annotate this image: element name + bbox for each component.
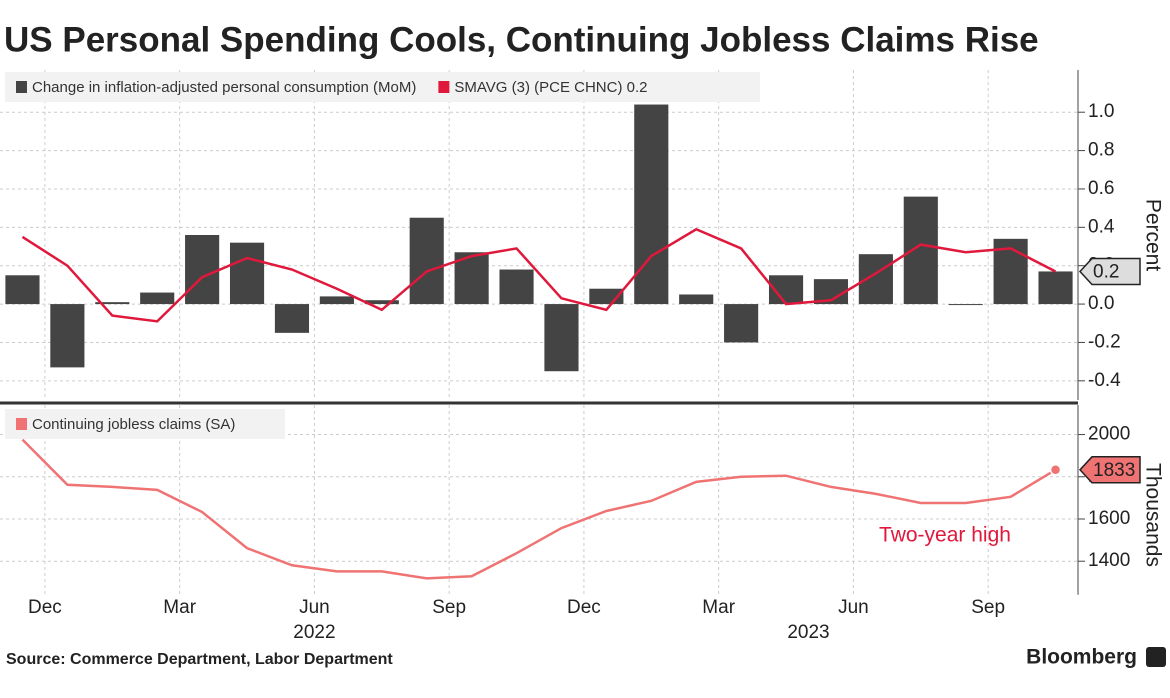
brand-icon <box>1146 647 1166 667</box>
bar <box>5 275 40 305</box>
y-tick-label: 0.0 <box>1088 293 1114 314</box>
bar <box>679 294 714 305</box>
x-tick-label: Jun <box>299 597 330 618</box>
chart-title: US Personal Spending Cools, Continuing J… <box>4 20 1039 59</box>
legend-swatch <box>16 418 27 430</box>
bar <box>724 304 759 343</box>
x-tick-label: Jun <box>838 597 869 618</box>
bar <box>140 292 175 305</box>
bar <box>544 304 579 372</box>
value-tag <box>1078 257 1141 286</box>
x-tick-label: Sep <box>971 597 1005 618</box>
y-tick-label: 0.8 <box>1088 140 1114 161</box>
bar <box>185 235 220 305</box>
bar <box>903 196 938 305</box>
bar <box>319 296 354 305</box>
value-tag <box>1078 456 1141 484</box>
value-label: 1833 <box>1093 460 1135 481</box>
y-tick-label: -0.4 <box>1088 370 1121 391</box>
bar <box>364 300 399 305</box>
bar <box>634 104 669 305</box>
legend-label: Continuing jobless claims (SA) <box>32 416 235 433</box>
brand: Bloomberg <box>1026 646 1137 669</box>
y-tick-label: 1600 <box>1088 508 1130 529</box>
value-label: 0.2 <box>1093 261 1119 282</box>
line <box>21 227 1057 323</box>
bar <box>274 304 310 333</box>
x-tick-label: Sep <box>432 597 466 618</box>
line <box>21 438 1057 580</box>
y-tick-label: 0.6 <box>1088 178 1114 199</box>
x-group-label: 2022 <box>293 622 335 643</box>
bar <box>50 304 85 368</box>
x-tick-label: Dec <box>567 597 601 618</box>
bar <box>95 302 130 305</box>
bar <box>948 304 983 306</box>
y-tick-label: 0.4 <box>1088 216 1115 237</box>
legend-label: Change in inflation-adjusted personal co… <box>32 79 416 96</box>
x-group-label: 2023 <box>787 622 829 643</box>
source: Source: Commerce Department, Labor Depar… <box>6 651 393 668</box>
bar <box>499 269 534 305</box>
y-tick-label: -0.2 <box>1088 331 1121 352</box>
bar <box>229 242 265 305</box>
end-dot <box>1049 464 1062 476</box>
annotation: Two-year high <box>879 524 1011 547</box>
legend-swatch <box>16 81 27 93</box>
bar <box>409 217 444 305</box>
legend-box <box>5 72 760 102</box>
x-tick-label: Dec <box>28 597 62 618</box>
y-axis-label: Percent <box>1141 199 1164 272</box>
x-tick-label: Mar <box>163 597 196 618</box>
legend-box <box>5 409 285 439</box>
legend-swatch <box>438 81 450 93</box>
y-tick-label: 1.0 <box>1088 101 1114 122</box>
y-axis-label: Thousands <box>1141 463 1164 567</box>
y-tick-label: 2000 <box>1088 424 1130 445</box>
legend-label: SMAVG (3) (PCE CHNC) 0.2 <box>454 79 647 96</box>
bar <box>1038 271 1073 305</box>
y-tick-label: 1400 <box>1088 550 1130 571</box>
x-tick-label: Mar <box>702 597 735 618</box>
